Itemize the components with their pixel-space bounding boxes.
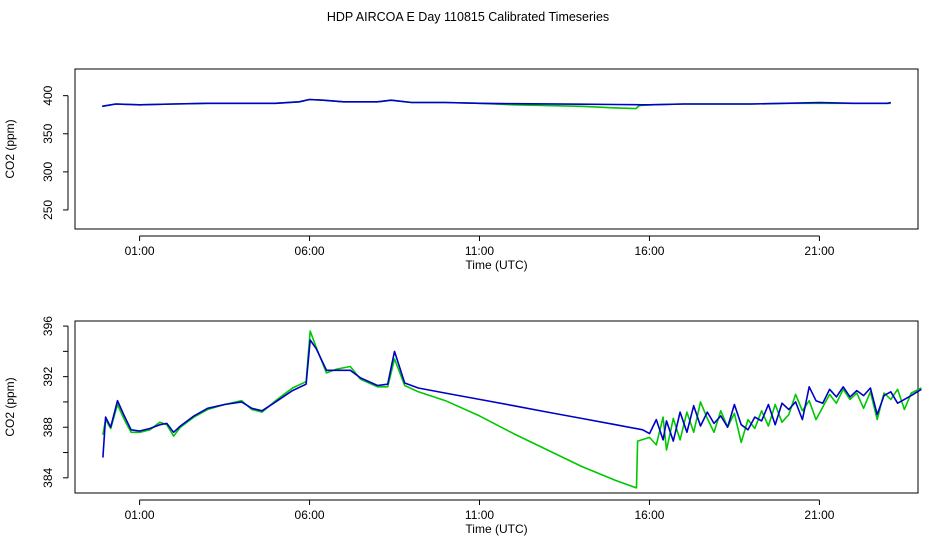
upper-x-tick-label: 16:00 — [634, 244, 664, 258]
upper-y-tick-label: 400 — [41, 85, 55, 105]
upper-series-line-blue — [102, 98, 891, 108]
upper-panel-full-range: 01:00 06:00 11:00 16:00 21:00 Time (UTC) 250 30… — [3, 68, 919, 272]
upper-plot-frame — [74, 68, 919, 230]
upper-x-axis-label: Time (UTC) — [465, 258, 527, 272]
lower-y-tick-label: 396 — [41, 316, 55, 336]
upper-x-tick-label: 06:00 — [295, 244, 325, 258]
upper-y-tick-label: 350 — [41, 123, 55, 143]
lower-y-tick-label: 392 — [41, 366, 55, 386]
lower-y-axis-label: CO2 (ppm) — [3, 377, 17, 436]
lower-panel-zoomed: 01:00 06:00 11:00 16:00 21:00 Time (UTC) 384 38… — [3, 316, 922, 536]
lower-x-tick-label: 01:00 — [125, 508, 155, 522]
upper-x-tick-label: 21:00 — [804, 244, 834, 258]
lower-x-tick-label: 21:00 — [804, 508, 834, 522]
lower-x-tick-label: 11:00 — [465, 508, 494, 522]
lower-x-axis-label: Time (UTC) — [465, 522, 527, 536]
upper-y-axis-label: CO2 (ppm) — [3, 119, 17, 178]
lower-y-tick-label: 384 — [41, 467, 55, 487]
upper-y-tick-label: 300 — [41, 162, 55, 182]
upper-x-tick-label: 01:00 — [125, 244, 155, 258]
lower-y-tick-label: 388 — [41, 417, 55, 437]
upper-x-tick-label: 11:00 — [465, 244, 494, 258]
lower-x-tick-label: 16:00 — [634, 508, 664, 522]
lower-x-tick-label: 06:00 — [295, 508, 325, 522]
lower-series-line-blue — [102, 339, 922, 458]
figure-title: HDP AIRCOA E Day 110815 Calibrated Times… — [327, 10, 609, 24]
upper-y-tick-label: 250 — [41, 200, 55, 220]
lower-plot-frame — [74, 320, 919, 494]
